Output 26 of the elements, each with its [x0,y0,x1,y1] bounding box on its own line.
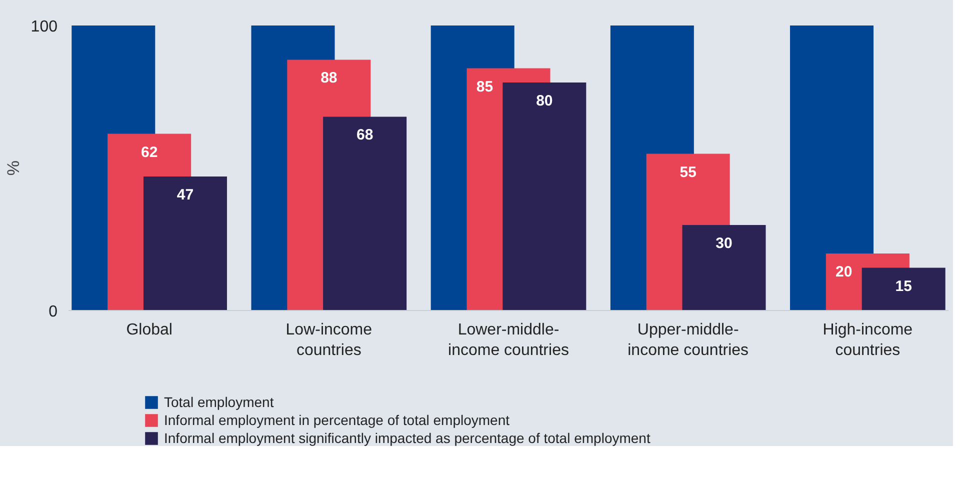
legend-label: Total employment [164,394,274,410]
x-tick-label: Lower-middle-income countries [448,322,569,359]
bar [682,225,766,310]
bar [323,116,407,310]
data-label: 80 [536,92,553,110]
bar [502,82,586,310]
x-tick-label: Low-income countries [286,322,372,359]
data-label: 62 [140,144,158,161]
bar [862,268,946,310]
data-label: 47 [176,186,194,204]
y-axis-title: % [4,160,23,176]
y-tick-label: 0 [48,304,58,320]
data-label: 15 [895,278,912,295]
data-label: 20 [836,264,852,280]
data-label: 55 [680,164,696,181]
y-tick-label: 100 [30,18,58,36]
data-label: 88 [320,70,338,87]
data-label: 85 [476,78,494,96]
x-tick-label: Upper-middle-income countries [628,322,749,359]
x-tick-label: Global [126,322,172,338]
data-label: 68 [356,126,374,144]
x-tick-label: High-income countries [822,322,913,359]
legend-label: Informal employment in percentage of total employment [164,412,510,428]
legend-label: Informal employment significantly impacted as percentage of total employment [164,430,650,446]
data-label: 30 [716,235,732,252]
bar [143,176,227,310]
